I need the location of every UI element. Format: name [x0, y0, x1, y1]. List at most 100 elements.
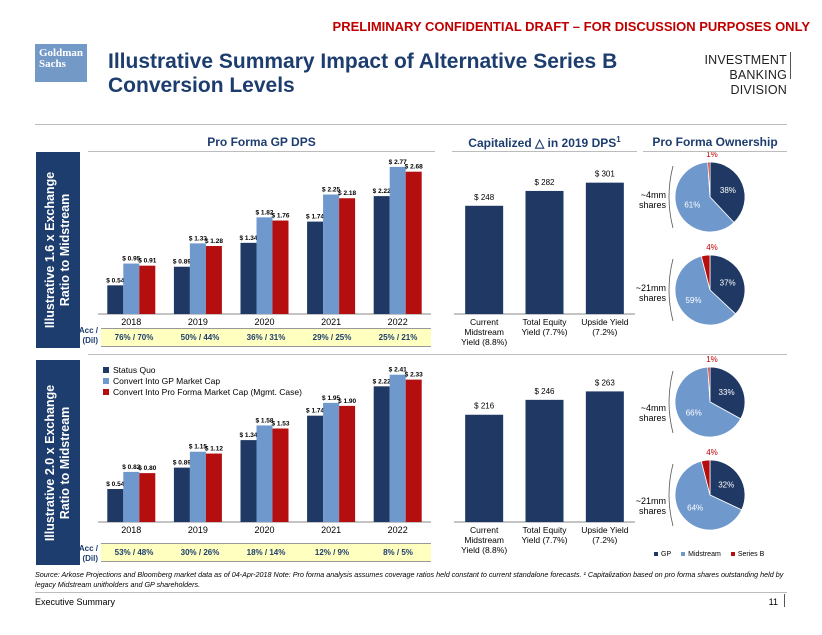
bar-value-label: $ 0.54: [106, 481, 124, 488]
legend-label: Series B: [737, 551, 765, 558]
bar-value-label: $ 1.95: [322, 395, 340, 402]
bar-value-label: $ 216: [474, 402, 495, 411]
division-line-1: INVESTMENT BANKING: [704, 53, 787, 82]
shares-line: shares: [638, 200, 666, 210]
cap-bar-0: [465, 205, 504, 314]
header-gp-dps-rule: [88, 151, 435, 152]
bar-value-label: $ 301: [595, 170, 616, 179]
bar-value-label: $ 0.91: [138, 258, 156, 265]
bar-2020-2: [272, 220, 289, 314]
bar-value-label: $ 1.76: [271, 213, 289, 220]
pie-label-gp: 37%: [720, 278, 736, 287]
x-tick-label: 2020: [254, 317, 274, 327]
shares-line: ~4mm: [640, 403, 666, 413]
shares-line: shares: [638, 413, 666, 423]
pie-slice-mid: [674, 255, 737, 326]
legend-swatch: [103, 377, 109, 384]
bar-2018-1: [123, 263, 140, 314]
pie-slice-mid: [674, 161, 735, 233]
x-tick-label: 2019: [188, 525, 208, 535]
bar-2018-0: [107, 489, 124, 522]
bar-2018-1: [123, 471, 140, 522]
cap-bar-0: [465, 414, 504, 522]
bar-value-label: $ 2.22: [373, 188, 391, 195]
pie-label-series-b: 4%: [706, 448, 718, 457]
x-tick-label: 2022: [388, 525, 408, 535]
bar-2019-0: [173, 266, 190, 314]
bar-2019-2: [205, 246, 222, 314]
gp-dps-chart-2: $ 0.54 $ 0.82$ 0.80 2018 $ 0.89 $ 1.15$ 1.12…: [98, 367, 431, 535]
bar-2022-2: [405, 379, 422, 522]
bar-2020-0: [240, 440, 257, 522]
page-title: Illustrative Summary Impact of Alternati…: [108, 50, 618, 97]
bar-2021-1: [323, 402, 340, 522]
panel-2-side-text: Illustrative 2.0 x Exchange Ratio to Mid…: [43, 384, 73, 540]
x-tick-label: (7.2%): [592, 535, 617, 545]
legend-label: Convert Into Pro Forma Market Cap (Mgmt.…: [113, 386, 302, 397]
bar-2021-2: [339, 405, 356, 522]
bar-value-label: $ 0.89: [173, 259, 191, 266]
pie-bracket: [668, 370, 674, 434]
panel-2-side-label: Illustrative 2.0 x Exchange Ratio to Mid…: [36, 360, 80, 565]
shares-line: shares: [638, 506, 666, 516]
division-label: INVESTMENT BANKING DIVISION: [650, 53, 787, 98]
bar-value-label: $ 248: [474, 193, 495, 202]
panel-separator: [88, 354, 787, 355]
pie-slice-gp: [709, 254, 746, 315]
acc-dil-value: 36% / 31%: [246, 333, 286, 342]
acc-dil-value: 12% / 9%: [314, 548, 350, 557]
pie-slice-gp: [709, 366, 746, 420]
bar-2019-1: [189, 451, 206, 522]
gp-dps-chart-1: $ 0.54 $ 0.95$ 0.91 2018 $ 0.89 $ 1.33$ 1.28…: [98, 159, 431, 327]
bar-2019-2: [205, 453, 222, 522]
acc-dil-strip-2: 53% / 48% 30% / 26% 18% / 14% 12% / 9% 8…: [101, 543, 431, 562]
footer-section: Executive Summary: [35, 597, 116, 607]
shares-label-1b: ~21mm shares: [610, 283, 666, 303]
panel-1-side-text: Illustrative 1.6 x Exchange Ratio to Mid…: [43, 172, 73, 328]
x-tick-label: 2021: [321, 317, 341, 327]
acc-dil-value: 53% / 48%: [114, 548, 154, 557]
header-ownership-rule: [643, 151, 787, 152]
bar-value-label: $ 1.90: [338, 398, 356, 405]
cap-bar-2: [585, 391, 624, 522]
acc-dil-value: 50% / 44%: [180, 333, 220, 342]
bar-2021-1: [323, 194, 340, 314]
legend-swatch: [103, 366, 109, 373]
bar-2021-2: [339, 198, 356, 314]
pie-bracket: [668, 463, 674, 527]
panel-1-side-line-1: Illustrative 1.6 x Exchange: [43, 171, 57, 329]
x-tick-label: 2020: [254, 525, 274, 535]
bar-value-label: $ 263: [595, 378, 616, 387]
pie-legend-midstream: Midstream: [681, 551, 721, 558]
x-tick-label: 2018: [121, 525, 141, 535]
legend-label: GP: [661, 551, 672, 558]
bar-value-label: $ 1.34: [239, 235, 257, 242]
pie-label-midstream: 66%: [686, 408, 702, 417]
pie-label-series-b: 1%: [706, 152, 718, 159]
pie-label-series-b: 1%: [706, 355, 718, 364]
bar-value-label: $ 1.12: [205, 446, 223, 453]
pie-legend: GP Midstream Series B: [654, 551, 764, 558]
x-tick-label: Yield (7.7%): [522, 535, 568, 545]
shares-line: ~4mm: [640, 190, 666, 200]
bar-value-label: $ 0.82: [122, 464, 140, 471]
x-tick-label: Midstream: [464, 327, 504, 337]
header-capitalized-footnote: 1: [616, 135, 621, 144]
bar-value-label: $ 1.34: [239, 432, 257, 439]
pie-label-gp: 32%: [718, 481, 734, 490]
acc-dil-value: 30% / 26%: [180, 548, 220, 557]
bar-value-label: $ 2.18: [338, 190, 356, 197]
x-tick-label: 2019: [188, 317, 208, 327]
shares-line: ~21mm: [635, 283, 666, 293]
bar-value-label: $ 246: [534, 387, 555, 396]
header-capitalized-text: Capitalized △ in 2019 DPS: [468, 136, 617, 150]
x-tick-label: Midstream: [464, 535, 504, 545]
shares-line: ~21mm: [635, 496, 666, 506]
x-tick-label: Current: [470, 525, 499, 535]
acc-dil-value: 29% / 25%: [312, 333, 352, 342]
acc-dil-value: 76% / 70%: [114, 333, 154, 342]
bar-2022-1: [389, 374, 406, 522]
x-tick-label: (7.2%): [592, 327, 617, 337]
pie-slice-mid: [674, 366, 742, 438]
pie-label-series-b: 4%: [706, 243, 718, 252]
